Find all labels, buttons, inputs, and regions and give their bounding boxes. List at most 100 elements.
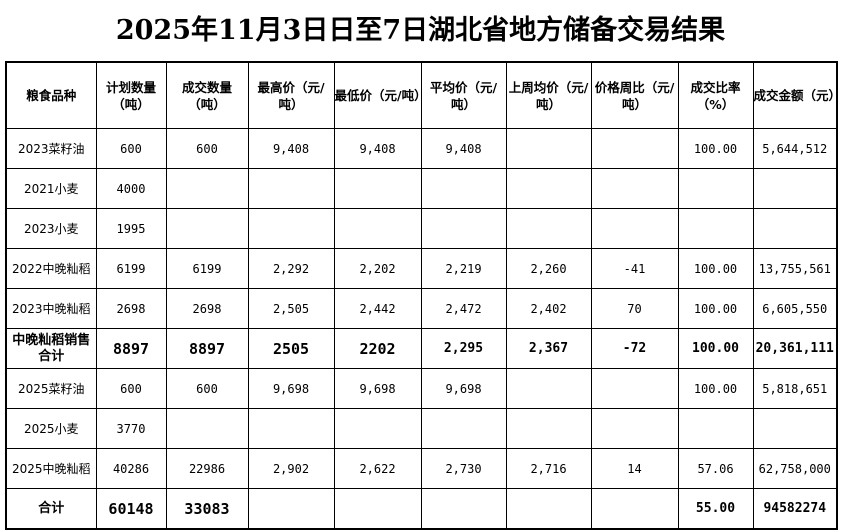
- cell-grain-variety: 合计: [5, 488, 97, 530]
- cell-grain-variety: 2025菜籽油: [5, 368, 97, 409]
- cell-planned-quantity: 60148: [95, 488, 167, 530]
- cell-average-price: 2,472: [420, 288, 507, 329]
- cell-traded-quantity: 600: [165, 368, 249, 409]
- cell-week-price-change: 14: [590, 448, 679, 489]
- cell-traded-quantity: 2698: [165, 288, 249, 329]
- cell-trade-amount: 6,605,550: [752, 288, 838, 329]
- cell-grain-variety: 2023小麦: [5, 208, 97, 249]
- cell-grain-variety: 中晚籼稻销售合计: [5, 328, 97, 369]
- cell-trade-amount: [752, 208, 838, 249]
- cell-planned-quantity: 1995: [95, 208, 167, 249]
- cell-highest-price: [247, 208, 335, 249]
- cell-grain-variety: 2025中晚籼稻: [5, 448, 97, 489]
- cell-grain-variety: 2025小麦: [5, 408, 97, 449]
- cell-lowest-price: 2,622: [333, 448, 422, 489]
- cell-trade-rate: 55.00: [677, 488, 754, 530]
- cell-traded-quantity: 33083: [165, 488, 249, 530]
- cell-last-week-average: [505, 488, 592, 530]
- cell-grain-variety: 2021小麦: [5, 168, 97, 209]
- cell-traded-quantity: 8897: [165, 328, 249, 369]
- cell-highest-price: [247, 408, 335, 449]
- table-row-total: 合计 60148 33083 55.00 94582274: [5, 488, 838, 530]
- cell-average-price: [420, 208, 507, 249]
- cell-highest-price: [247, 168, 335, 209]
- cell-week-price-change: [590, 168, 679, 209]
- cell-week-price-change: [590, 128, 679, 169]
- cell-week-price-change: 70: [590, 288, 679, 329]
- cell-last-week-average: [505, 128, 592, 169]
- cell-trade-rate: 100.00: [677, 288, 754, 329]
- cell-trade-amount: [752, 168, 838, 209]
- cell-planned-quantity: 2698: [95, 288, 167, 329]
- cell-week-price-change: [590, 368, 679, 409]
- cell-traded-quantity: [165, 168, 249, 209]
- header-grain-variety: 粮食品种: [5, 61, 97, 129]
- cell-last-week-average: 2,367: [505, 328, 592, 369]
- cell-planned-quantity: 3770: [95, 408, 167, 449]
- header-week-price-change: 价格周比（元/吨）: [590, 61, 679, 129]
- cell-grain-variety: 2022中晚籼稻: [5, 248, 97, 289]
- cell-trade-rate: 100.00: [677, 328, 754, 369]
- table-row: 2021小麦 4000: [5, 168, 838, 209]
- cell-traded-quantity: 22986: [165, 448, 249, 489]
- header-planned-quantity: 计划数量（吨）: [95, 61, 167, 129]
- page-title: 2025年11月3日日至7日湖北省地方储备交易结果: [115, 15, 726, 46]
- cell-planned-quantity: 600: [95, 128, 167, 169]
- cell-highest-price: [247, 488, 335, 530]
- cell-week-price-change: [590, 408, 679, 449]
- cell-trade-rate: [677, 208, 754, 249]
- cell-highest-price: 2,292: [247, 248, 335, 289]
- cell-trade-rate: 100.00: [677, 128, 754, 169]
- table-row: 2022中晚籼稻 6199 6199 2,292 2,202 2,219 2,260 -41 1…: [5, 248, 838, 289]
- cell-grain-variety: 2023中晚籼稻: [5, 288, 97, 329]
- header-trade-amount: 成交金额（元）: [752, 61, 838, 129]
- cell-highest-price: 9,698: [247, 368, 335, 409]
- cell-last-week-average: 2,716: [505, 448, 592, 489]
- cell-traded-quantity: [165, 408, 249, 449]
- header-average-price: 平均价（元/吨）: [420, 61, 507, 129]
- cell-trade-amount: 62,758,000: [752, 448, 838, 489]
- header-trade-rate: 成交比率（%）: [677, 61, 754, 129]
- header-lowest-price: 最低价（元/吨）: [333, 61, 422, 129]
- cell-trade-amount: 94582274: [752, 488, 838, 530]
- cell-lowest-price: [333, 488, 422, 530]
- cell-trade-amount: 20,361,111: [752, 328, 838, 369]
- cell-last-week-average: [505, 168, 592, 209]
- cell-week-price-change: -41: [590, 248, 679, 289]
- table-row-total: 中晚籼稻销售合计 8897 8897 2505 2202 2,295 2,367 -72 100…: [5, 328, 838, 369]
- cell-average-price: [420, 408, 507, 449]
- cell-average-price: 2,295: [420, 328, 507, 369]
- cell-average-price: 9,408: [420, 128, 507, 169]
- cell-highest-price: 2505: [247, 328, 335, 369]
- cell-average-price: [420, 168, 507, 209]
- table-row: 2023中晚籼稻 2698 2698 2,505 2,442 2,472 2,402 70 10…: [5, 288, 838, 329]
- table-row: 2025菜籽油 600 600 9,698 9,698 9,698 100.00 5,818,…: [5, 368, 838, 409]
- table-row: 2023小麦 1995: [5, 208, 838, 249]
- cell-last-week-average: 2,402: [505, 288, 592, 329]
- cell-week-price-change: [590, 208, 679, 249]
- cell-planned-quantity: 8897: [95, 328, 167, 369]
- cell-grain-variety: 2023菜籽油: [5, 128, 97, 169]
- cell-week-price-change: [590, 488, 679, 530]
- cell-trade-amount: 5,818,651: [752, 368, 838, 409]
- cell-lowest-price: 2202: [333, 328, 422, 369]
- cell-trade-rate: 100.00: [677, 248, 754, 289]
- cell-last-week-average: [505, 408, 592, 449]
- cell-trade-rate: 57.06: [677, 448, 754, 489]
- cell-trade-rate: [677, 168, 754, 209]
- header-highest-price: 最高价（元/吨）: [247, 61, 335, 129]
- table-row: 2025小麦 3770: [5, 408, 838, 449]
- cell-traded-quantity: 600: [165, 128, 249, 169]
- cell-planned-quantity: 6199: [95, 248, 167, 289]
- cell-trade-rate: 100.00: [677, 368, 754, 409]
- trade-results-table: 粮食品种 计划数量（吨） 成交数量（吨） 最高价（元/吨） 最低价（元/吨） 平均价（元/…: [5, 61, 838, 530]
- cell-week-price-change: -72: [590, 328, 679, 369]
- table-header-row: 粮食品种 计划数量（吨） 成交数量（吨） 最高价（元/吨） 最低价（元/吨） 平均价（元/…: [5, 61, 838, 129]
- table-row: 2025中晚籼稻 40286 22986 2,902 2,622 2,730 2,716 14…: [5, 448, 838, 489]
- cell-lowest-price: 9,698: [333, 368, 422, 409]
- cell-average-price: [420, 488, 507, 530]
- cell-planned-quantity: 40286: [95, 448, 167, 489]
- cell-trade-amount: 13,755,561: [752, 248, 838, 289]
- cell-lowest-price: 9,408: [333, 128, 422, 169]
- cell-trade-amount: [752, 408, 838, 449]
